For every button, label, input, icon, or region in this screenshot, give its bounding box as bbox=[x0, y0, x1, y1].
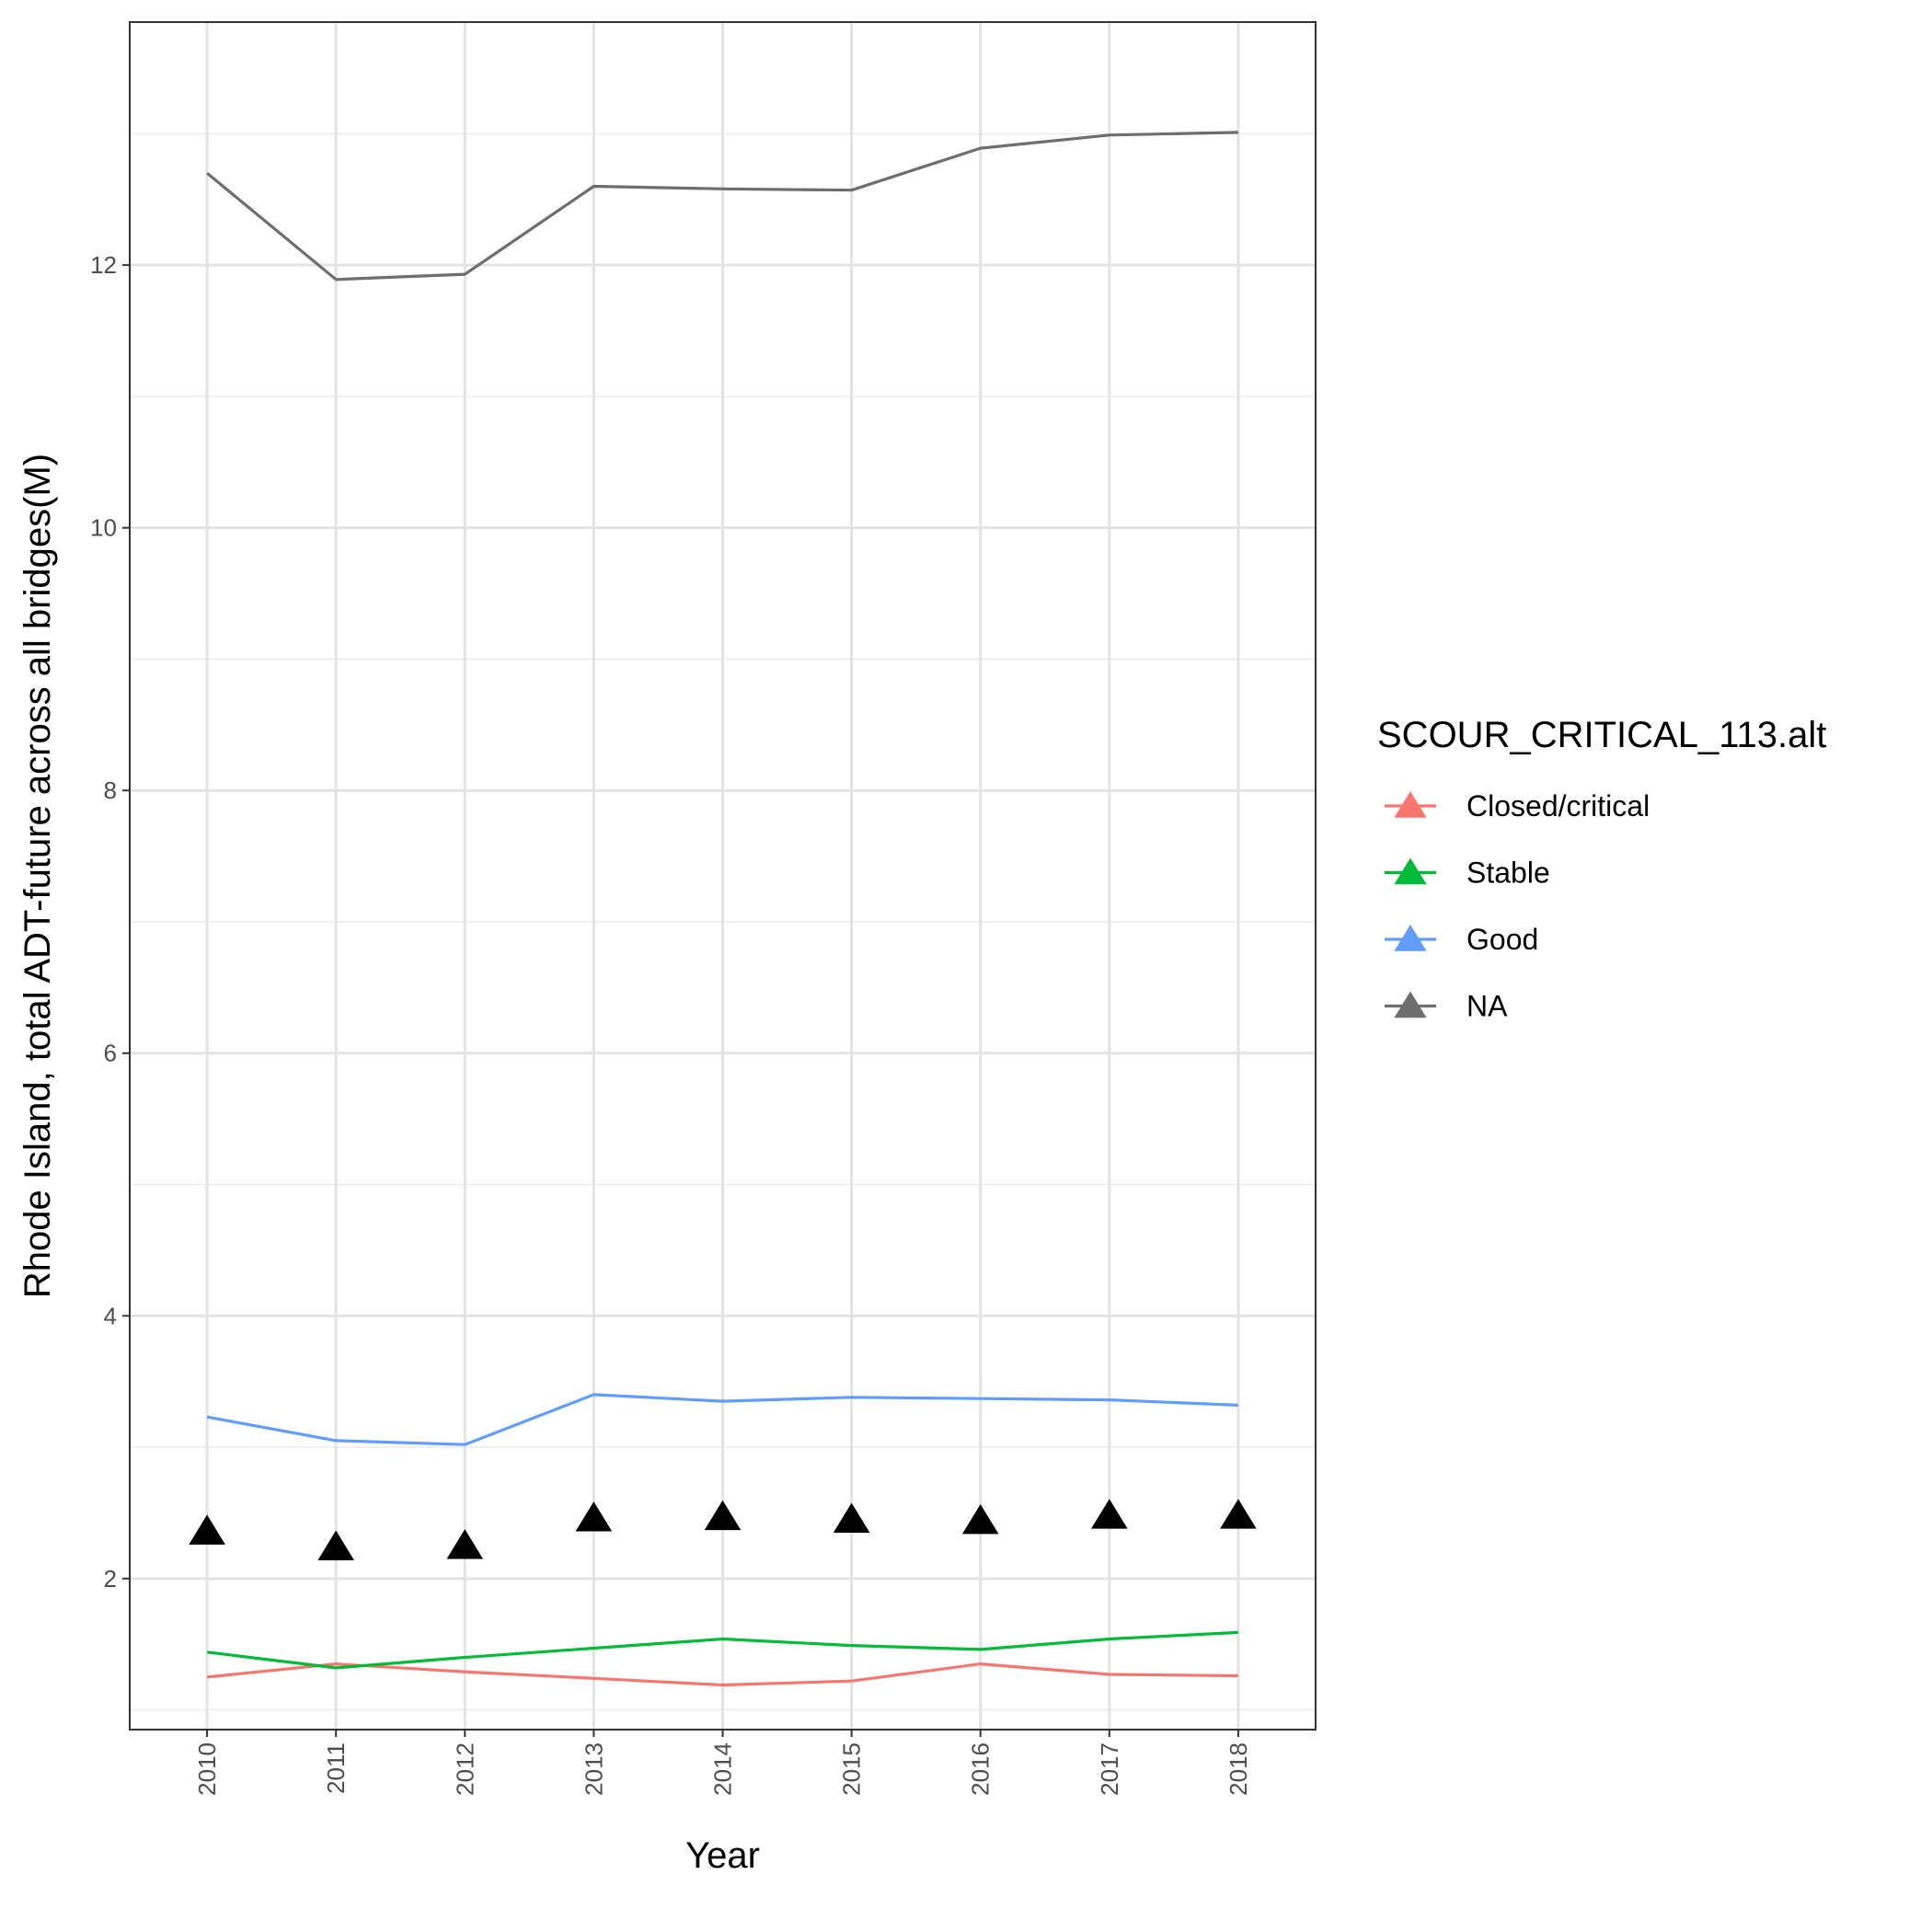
legend: SCOUR_CRITICAL_113.alt Closed/critical St… bbox=[1377, 715, 1826, 1023]
x-tick-label: 2012 bbox=[451, 1742, 478, 1796]
y-tick-label: 4 bbox=[104, 1302, 117, 1329]
x-tick-label: 2017 bbox=[1096, 1742, 1123, 1796]
y-tick-label: 2 bbox=[104, 1565, 117, 1593]
legend-label: Closed/critical bbox=[1466, 789, 1650, 822]
series-line-0 bbox=[206, 1662, 1238, 1687]
x-tick-label: 2013 bbox=[580, 1742, 607, 1796]
legend-label: Good bbox=[1466, 923, 1538, 956]
triangle-marker bbox=[446, 1529, 484, 1559]
triangle-marker bbox=[1220, 1499, 1257, 1529]
y-tick-label: 10 bbox=[90, 514, 117, 542]
series-line-1 bbox=[206, 1630, 1238, 1670]
triangle-marker bbox=[704, 1500, 742, 1531]
x-tick-label: 2016 bbox=[967, 1742, 995, 1796]
triangle-marker bbox=[961, 1503, 999, 1535]
triangle-marker bbox=[1091, 1499, 1128, 1529]
x-tick-label: 2014 bbox=[709, 1742, 737, 1796]
triangle-marker bbox=[189, 1514, 225, 1545]
y-tick-label: 8 bbox=[104, 776, 117, 804]
legend-key-triangle bbox=[1394, 991, 1427, 1018]
legend-key-triangle bbox=[1394, 925, 1427, 951]
triangle-marker bbox=[575, 1501, 613, 1532]
x-tick-label: 2011 bbox=[322, 1742, 350, 1794]
y-axis-title: Rhode Island, total ADT-future across al… bbox=[17, 454, 58, 1298]
x-axis: 2010 2011 2012 2013 2014 2015 2016 2017 2018 bbox=[193, 1730, 1252, 1796]
legend-item: NA bbox=[1385, 990, 1508, 1023]
triangle-marker bbox=[317, 1530, 354, 1560]
legend-label: Stable bbox=[1466, 857, 1550, 890]
y-axis: 2 4 6 8 10 12 bbox=[90, 251, 130, 1593]
series-line-3 bbox=[206, 131, 1238, 282]
x-tick-label: 2015 bbox=[838, 1742, 866, 1796]
x-tick-label: 2018 bbox=[1225, 1742, 1252, 1796]
x-tick-label: 2010 bbox=[193, 1742, 221, 1796]
series-lines bbox=[206, 131, 1238, 1687]
series-line-2 bbox=[206, 1393, 1238, 1446]
legend-title: SCOUR_CRITICAL_113.alt bbox=[1377, 715, 1826, 755]
legend-key-triangle bbox=[1394, 791, 1427, 818]
triangle-marker bbox=[833, 1502, 870, 1533]
y-tick-label: 6 bbox=[104, 1040, 117, 1067]
x-axis-title: Year bbox=[685, 1835, 760, 1876]
legend-item: Good bbox=[1385, 923, 1538, 956]
legend-label: NA bbox=[1466, 990, 1508, 1023]
triangle-markers bbox=[189, 1499, 1257, 1560]
legend-item: Closed/critical bbox=[1385, 789, 1650, 822]
legend-key-triangle bbox=[1394, 857, 1427, 885]
y-tick-label: 12 bbox=[90, 251, 117, 279]
legend-item: Stable bbox=[1385, 857, 1550, 890]
